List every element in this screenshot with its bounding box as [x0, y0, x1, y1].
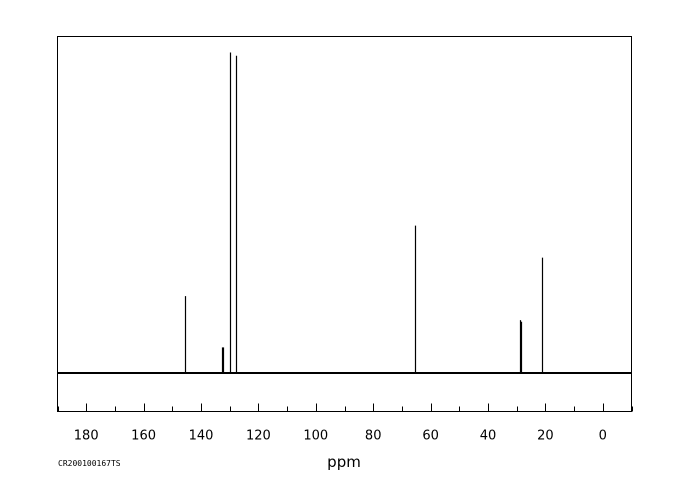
- x-axis-tick-labels: 180 160 140 120 100 80 60 40 20 0: [74, 429, 607, 444]
- tick-label-180: 180: [74, 429, 99, 444]
- tick-label-160: 160: [131, 429, 156, 444]
- tick-label-140: 140: [189, 429, 214, 444]
- x-axis-ticks: [58, 403, 633, 412]
- x-axis-title: ppm: [327, 453, 361, 471]
- tick-label-80: 80: [365, 429, 382, 444]
- plot-frame: [57, 36, 632, 412]
- tick-label-60: 60: [422, 429, 439, 444]
- tick-label-100: 100: [303, 429, 328, 444]
- tick-label-120: 120: [246, 429, 271, 444]
- tick-label-40: 40: [480, 429, 497, 444]
- sample-id-label: CR200100167TS: [58, 459, 121, 468]
- tick-label-0: 0: [599, 429, 607, 444]
- tick-label-20: 20: [537, 429, 554, 444]
- spectrum-marks: [57, 36, 632, 412]
